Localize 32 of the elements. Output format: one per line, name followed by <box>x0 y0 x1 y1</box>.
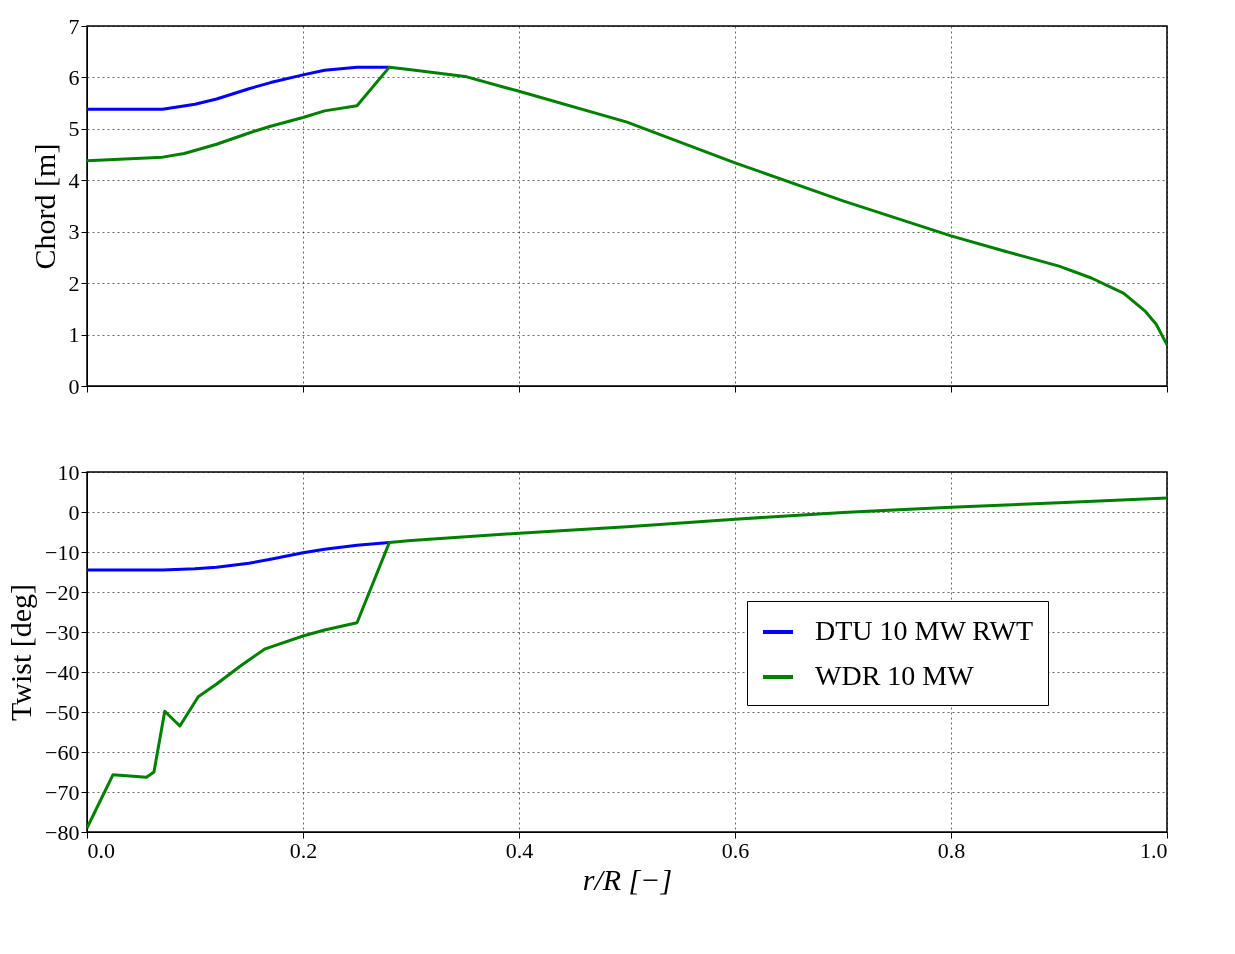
y-tick-label: 7 <box>68 13 80 39</box>
y-tick-label: 4 <box>68 167 80 193</box>
y-tick-label: 1 <box>68 322 80 348</box>
y-tick-label: −20 <box>45 579 80 605</box>
y-tick-label: 0 <box>68 499 80 525</box>
y-axis-title: Chord [m] <box>27 143 61 270</box>
x-tick-label: 1.0 <box>1140 837 1168 863</box>
x-tick-label: 0.2 <box>289 837 318 863</box>
x-tick-label: 0.8 <box>937 837 966 863</box>
y-tick-label: −10 <box>45 539 80 565</box>
y-tick-label: 5 <box>68 116 80 142</box>
y-tick-label: 0 <box>68 373 80 399</box>
y-tick-label: −40 <box>45 659 80 685</box>
y-tick-label: 10 <box>57 459 80 485</box>
y-axis-title: Twist [deg] <box>4 583 38 722</box>
legend-label: WDR 10 MW <box>815 660 975 691</box>
x-axis-title: r/R [−] <box>582 862 673 896</box>
line-series <box>87 540 391 572</box>
y-tick-label: −80 <box>45 819 80 845</box>
x-tick-label: 0.6 <box>721 837 750 863</box>
y-tick-label: −50 <box>45 699 80 725</box>
y-tick-label: 3 <box>68 219 80 245</box>
line-series <box>87 65 1167 347</box>
y-tick-label: −60 <box>45 739 80 765</box>
x-tick-label: 0.0 <box>87 837 115 863</box>
legend-label: DTU 10 MW RWT <box>815 615 1034 646</box>
line-series <box>87 65 391 111</box>
y-tick-label: −30 <box>45 619 80 645</box>
y-tick-label: 2 <box>68 270 80 296</box>
x-tick-label: 0.4 <box>505 837 534 863</box>
y-tick-label: 6 <box>68 64 80 90</box>
y-tick-label: −70 <box>45 779 80 805</box>
